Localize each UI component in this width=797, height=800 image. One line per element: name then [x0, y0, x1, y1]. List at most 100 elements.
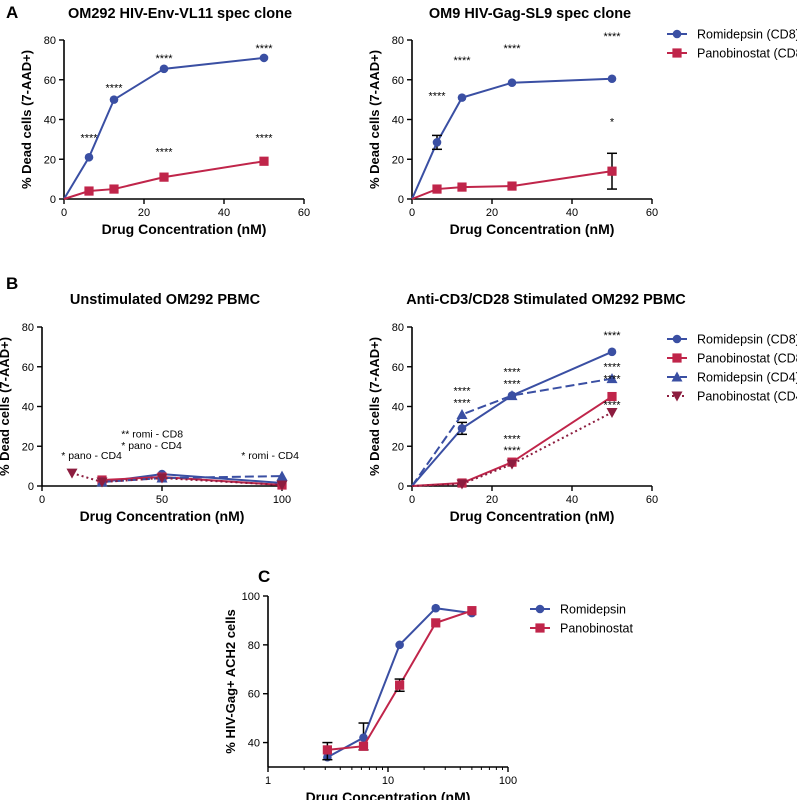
data-point: [395, 640, 404, 650]
data-point: [506, 459, 518, 470]
x-axis-label: Drug Concentration (nM): [80, 508, 245, 524]
data-point: [467, 606, 477, 616]
annotation: ****: [603, 399, 621, 411]
data-point: [432, 184, 442, 194]
x-tick-label: 20: [486, 494, 498, 506]
legend-marker: [672, 29, 682, 39]
x-tick-label: 0: [409, 494, 415, 506]
x-axis-label: Drug Concentration (nM): [102, 221, 267, 237]
annotation: ****: [603, 330, 621, 342]
annotation: ****: [453, 386, 471, 398]
legend-label: Romidepsin: [560, 603, 626, 617]
annotation: ****: [503, 367, 521, 379]
data-point: [276, 470, 288, 481]
data-point: [456, 408, 468, 419]
annotation: * romi - CD4: [241, 450, 299, 462]
y-axis-label: % Dead cells (7-AAD+): [19, 50, 34, 189]
y-tick-label: 80: [248, 640, 260, 652]
y-tick-label: 0: [28, 481, 34, 493]
legend-label: Romidepsin (CD4): [697, 371, 797, 385]
chart-title: Unstimulated OM292 PBMC: [70, 292, 261, 308]
x-tick-label: 60: [646, 494, 658, 506]
x-tick-label: 100: [499, 775, 517, 787]
y-tick-label: 80: [392, 322, 404, 334]
y-tick-label: 40: [22, 402, 34, 414]
data-point: [156, 473, 168, 484]
data-point: [506, 390, 518, 401]
annotation: ****: [155, 53, 173, 65]
x-tick-label: 10: [382, 775, 394, 787]
annotation: ** romi - CD8: [121, 428, 183, 440]
data-point: [84, 152, 94, 162]
x-tick-label: 60: [298, 207, 310, 219]
annotation: *: [610, 116, 615, 128]
data-point: [456, 479, 468, 490]
data-point: [432, 138, 442, 147]
data-point: [359, 733, 368, 742]
x-tick-label: 100: [273, 494, 291, 506]
y-tick-label: 80: [392, 35, 404, 47]
charts-layer: OM292 HIV-Env-VL11 spec clone 0 20 40 60 0 20 4…: [0, 6, 797, 800]
panel-letter-a: A: [6, 3, 18, 22]
data-point: [109, 184, 119, 194]
legend-marker: [671, 391, 683, 402]
annotation: ****: [503, 379, 521, 391]
y-axis-label: % Dead cells (7-AAD+): [0, 337, 12, 476]
y-tick-label: 0: [398, 194, 404, 206]
y-tick-label: 60: [22, 362, 34, 374]
y-tick-label: 20: [392, 441, 404, 453]
legend-marker: [535, 604, 545, 614]
annotation: ****: [255, 43, 273, 55]
y-tick-label: 60: [392, 75, 404, 87]
legend-marker: [671, 371, 683, 382]
data-point: [507, 78, 517, 88]
data-point: [276, 480, 288, 491]
data-point: [159, 172, 169, 182]
data-point: [607, 347, 617, 357]
data-point: [109, 95, 119, 104]
annotation: ****: [155, 146, 173, 158]
series-line: [71, 472, 283, 487]
annotation: ****: [453, 398, 471, 410]
legend-marker: [672, 334, 682, 344]
data-point: [395, 680, 405, 690]
legend-marker: [672, 48, 682, 58]
annotation: ****: [105, 83, 123, 95]
x-tick-label: 0: [61, 207, 67, 219]
legend-label: Panobinostat (CD8): [697, 47, 797, 61]
data-point: [457, 424, 467, 433]
chart-title: OM292 HIV-Env-VL11 spec clone: [68, 6, 292, 22]
legend-marker: [672, 353, 682, 363]
annotation: ****: [453, 55, 471, 67]
panel-letter-c: C: [258, 567, 270, 586]
y-tick-label: 40: [392, 115, 404, 127]
annotation: ****: [503, 445, 521, 457]
legend-label: Panobinostat (CD4): [697, 390, 797, 404]
legend-label: Romidepsin (CD8): [697, 28, 797, 42]
y-tick-label: 60: [248, 689, 260, 701]
data-point: [159, 64, 169, 74]
x-tick-label: 40: [566, 207, 578, 219]
y-tick-label: 20: [44, 154, 56, 166]
data-point: [606, 373, 618, 384]
chart-title: Anti-CD3/CD28 Stimulated OM292 PBMC: [406, 292, 686, 308]
series-line: [411, 377, 613, 487]
data-point: [358, 741, 369, 751]
data-point: [259, 156, 269, 166]
y-tick-label: 40: [44, 115, 56, 127]
legend-marker: [535, 623, 545, 633]
data-point: [431, 603, 441, 613]
y-tick-label: 20: [392, 154, 404, 166]
data-point: [607, 391, 617, 402]
y-tick-label: 40: [392, 402, 404, 414]
chart-b2: Anti-CD3/CD28 Stimulated OM292 PBMC 0 20 40…: [367, 292, 797, 524]
y-tick-label: 100: [242, 591, 260, 603]
annotation: ****: [603, 362, 621, 374]
annotation: ****: [255, 132, 273, 144]
chart-a1: OM292 HIV-Env-VL11 spec clone 0 20 40 60 0 20 4…: [19, 6, 310, 237]
annotation: ****: [603, 31, 621, 43]
y-tick-label: 80: [22, 322, 34, 334]
x-tick-label: 60: [646, 207, 658, 219]
x-tick-label: 1: [265, 775, 271, 787]
y-tick-label: 40: [248, 738, 260, 750]
